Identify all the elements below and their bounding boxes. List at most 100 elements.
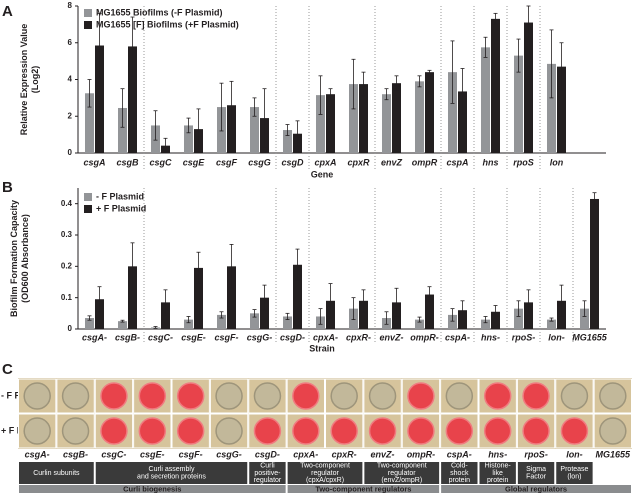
legend-swatch [84, 9, 92, 17]
bar [514, 308, 523, 329]
error-bar [285, 312, 290, 321]
group-label: Curlin subunits [33, 470, 80, 477]
error-bar [153, 110, 158, 141]
group-label: Protease [560, 466, 588, 473]
error-bar [516, 300, 521, 317]
bar [161, 302, 170, 329]
y-tick-label: 0.1 [61, 293, 73, 302]
group-label: regulator [388, 470, 416, 477]
panel-letter: C [2, 361, 13, 378]
colony [368, 382, 397, 410]
colony [253, 382, 282, 410]
error-bar [582, 300, 587, 317]
error-bar [549, 317, 554, 322]
bar [194, 267, 203, 329]
colony [522, 382, 550, 410]
group-box [19, 462, 94, 484]
x-tick-label: lon [550, 157, 564, 167]
bar [547, 319, 556, 329]
x-tick-label: cpxR [347, 157, 370, 167]
bar [415, 319, 424, 329]
bar [184, 125, 193, 153]
strain-label: csgB- [63, 449, 88, 459]
error-bar [483, 36, 488, 58]
category-box [441, 485, 631, 493]
colony [253, 417, 282, 445]
legend-swatch [84, 193, 92, 201]
error-bar [120, 88, 125, 128]
bar [524, 22, 533, 153]
y-tick-label: 6 [68, 38, 73, 47]
x-tick-label: csgE [183, 157, 206, 167]
group-box [95, 462, 248, 484]
error-bar [516, 38, 521, 73]
x-tick-label: cspA [446, 157, 468, 167]
group-box [364, 462, 440, 484]
error-bar [186, 316, 191, 324]
y-tick-label: 4 [68, 75, 73, 84]
x-tick-label: csgD- [280, 332, 305, 342]
error-bar [450, 40, 455, 104]
y-tick-label: 0 [68, 324, 73, 333]
error-bar [549, 29, 554, 99]
error-bar [196, 251, 201, 284]
bar [448, 314, 457, 329]
bar [184, 319, 193, 329]
group-label: (cpxA/cpxR) [306, 477, 344, 484]
x-tick-label: cpxA- [313, 332, 338, 342]
bar [415, 81, 424, 153]
colony [61, 417, 90, 445]
error-bar [262, 88, 267, 148]
bar [217, 314, 226, 329]
colony [407, 382, 435, 410]
bar [250, 107, 259, 153]
colony [292, 382, 320, 410]
error-bar [427, 286, 432, 303]
x-tick-label: cpxR- [346, 332, 371, 342]
colony [330, 417, 358, 445]
error-bar [318, 75, 323, 115]
error-bar [120, 319, 125, 323]
error-bar [163, 289, 168, 316]
group-label: protein [449, 477, 471, 484]
bar [85, 318, 94, 329]
error-bar [252, 309, 257, 318]
colony [483, 417, 512, 445]
bar [382, 94, 391, 153]
bar [293, 264, 302, 329]
category-label: Global regulators [505, 484, 567, 493]
bar [349, 84, 358, 153]
error-bar [450, 308, 455, 322]
error-bar [460, 68, 465, 115]
strain-label: csgE- [140, 449, 165, 459]
strain-label: lon- [566, 449, 583, 459]
group-label: Factor [526, 473, 547, 480]
error-bar [318, 308, 323, 325]
y-axis-label-line: (Log2) [30, 66, 40, 94]
error-bar [394, 75, 399, 91]
group-label: Cold- [451, 463, 468, 470]
bar [425, 294, 434, 329]
colony [61, 382, 90, 410]
legend-swatch [84, 205, 92, 213]
y-axis-label-line: (OD600 Absorbance) [20, 214, 30, 303]
x-tick-label: csgE- [181, 332, 206, 342]
error-bar [328, 88, 333, 101]
x-tick-label: csgF- [214, 332, 238, 342]
colony [407, 417, 435, 445]
group-box [441, 462, 478, 484]
group-label: shock [450, 470, 469, 477]
group-label: Two-component [377, 463, 427, 470]
colony [100, 417, 128, 445]
bar [283, 316, 292, 329]
error-bar [361, 71, 366, 97]
y-tick-label: 0.2 [61, 261, 73, 270]
strain-label: csgG- [216, 449, 242, 459]
bar [227, 266, 236, 329]
strain-label: csgC- [101, 449, 126, 459]
bar [95, 45, 104, 153]
error-bar [559, 42, 564, 91]
error-bar [417, 75, 422, 88]
colony [176, 382, 205, 410]
x-tick-label: rpoS [513, 157, 534, 167]
